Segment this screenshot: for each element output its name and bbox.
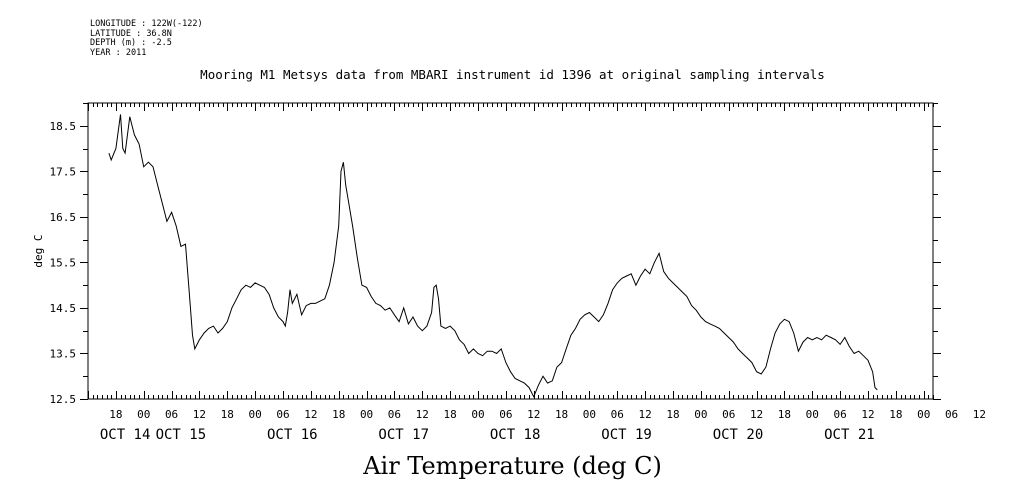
x-tick-label: 12 [527, 408, 540, 421]
chart-title: Mooring M1 Metsys data from MBARI instru… [200, 67, 825, 82]
x-tick-label: 18 [778, 408, 791, 421]
x-tick-label: 18 [555, 408, 568, 421]
x-tick-label: 18 [666, 408, 679, 421]
metadata-year: YEAR : 2011 [90, 47, 147, 58]
x-day-label: OCT 15 [156, 427, 207, 443]
x-tick-label: 18 [221, 408, 234, 421]
x-tick-label: 00 [806, 408, 819, 421]
x-day-label: OCT 17 [378, 427, 429, 443]
x-tick-label: 18 [889, 408, 902, 421]
y-tick-label: 14.5 [50, 302, 77, 315]
x-tick-label: 06 [165, 408, 178, 421]
footer-title: Air Temperature (deg C) [363, 452, 662, 480]
x-day-label: OCT 18 [490, 427, 541, 443]
x-tick-label: 00 [471, 408, 484, 421]
x-tick-label: 12 [973, 408, 986, 421]
metadata-latitude: LATITUDE : 36.8N [90, 28, 172, 39]
x-tick-label: 00 [137, 408, 150, 421]
y-tick-label: 17.5 [50, 165, 77, 178]
x-tick-label: 06 [276, 408, 289, 421]
y-tick-label: 18.5 [50, 120, 77, 133]
x-day-label: OCT 14 [100, 427, 151, 443]
x-tick-label: 06 [388, 408, 401, 421]
metadata-longitude: LONGITUDE : 122W(-122) [90, 19, 203, 29]
x-tick-label: 12 [304, 408, 317, 421]
y-axis-label: deg C [32, 234, 45, 267]
axis-ticks [80, 103, 941, 400]
x-tick-label: 12 [639, 408, 652, 421]
y-tick-label: 13.5 [50, 347, 77, 360]
x-tick-label: 06 [945, 408, 958, 421]
x-tick-label: 00 [583, 408, 596, 421]
axis-labels: 18 00 06 12 18 00 06 12 18 00 06 12 18 00 06 12 18 00 06 12… [50, 120, 987, 443]
metadata-block: LONGITUDE : 122W(-122) LATITUDE : 36.8N … [90, 19, 203, 58]
metadata-depth: DEPTH (m) : -2.5 [90, 38, 172, 49]
x-tick-label: 12 [861, 408, 874, 421]
series-line [108, 114, 878, 398]
x-tick-label: 00 [249, 408, 262, 421]
y-tick-label: 12.5 [50, 393, 77, 406]
x-tick-label: 00 [917, 408, 930, 421]
x-tick-label: 06 [611, 408, 624, 421]
x-tick-label: 12 [193, 408, 206, 421]
x-day-label: OCT 16 [267, 427, 318, 443]
x-tick-label: 18 [332, 408, 345, 421]
x-tick-label: 00 [694, 408, 707, 421]
x-tick-label: 18 [444, 408, 457, 421]
x-tick-label: 06 [834, 408, 847, 421]
x-tick-label: 06 [722, 408, 735, 421]
y-tick-label: 15.5 [50, 256, 77, 269]
x-tick-label: 00 [360, 408, 373, 421]
plot-frame [87, 102, 934, 400]
x-tick-label: 12 [416, 408, 429, 421]
x-tick-label: 06 [499, 408, 512, 421]
x-day-label: OCT 21 [824, 427, 875, 443]
x-day-label: OCT 19 [601, 427, 652, 443]
x-day-label: OCT 20 [713, 427, 764, 443]
y-tick-label: 16.5 [50, 211, 77, 224]
x-tick-label: 18 [109, 408, 122, 421]
x-tick-label: 12 [750, 408, 763, 421]
